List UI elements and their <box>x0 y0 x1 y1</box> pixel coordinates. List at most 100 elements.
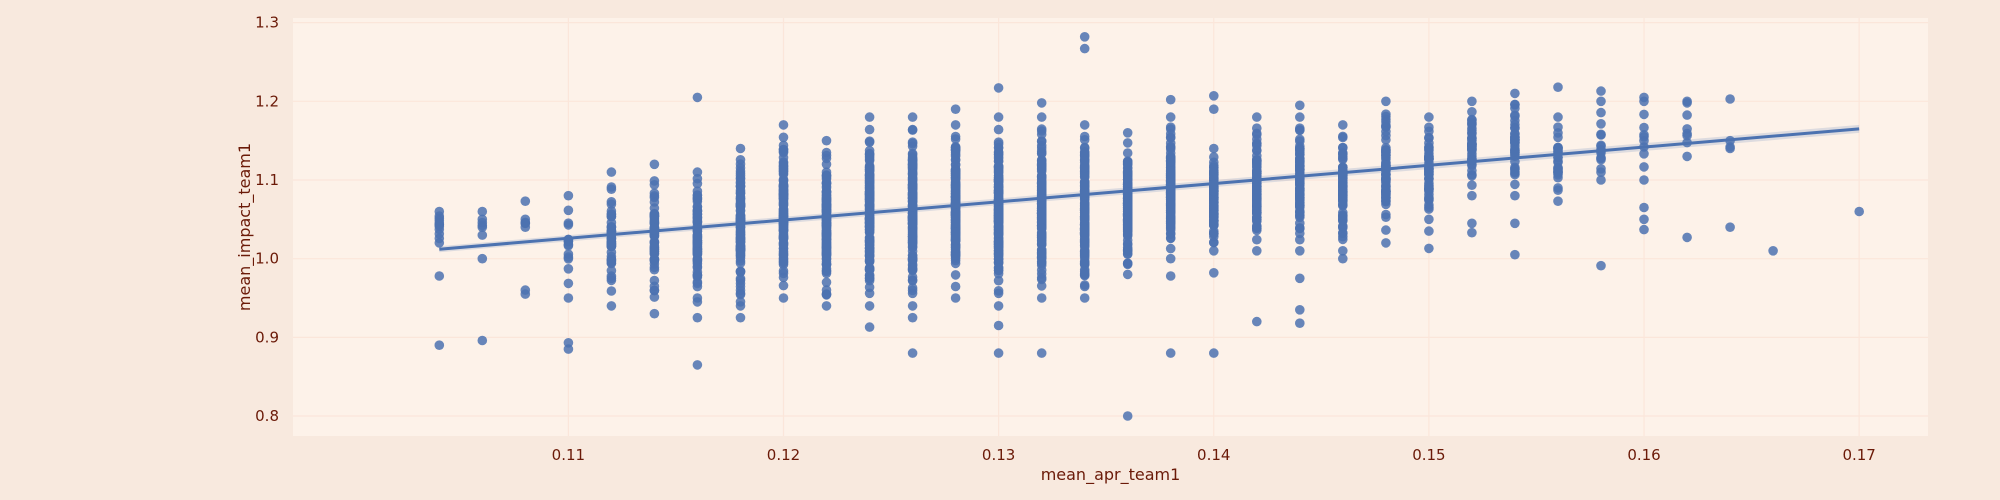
data-point <box>778 146 789 157</box>
data-point <box>1079 120 1090 130</box>
data-point <box>735 248 746 259</box>
data-point <box>735 143 746 154</box>
data-point <box>1424 126 1434 137</box>
data-point <box>606 255 617 266</box>
data-point <box>735 205 746 216</box>
data-point <box>477 335 488 346</box>
data-point <box>907 237 918 247</box>
data-point <box>1036 293 1047 303</box>
data-point <box>821 239 832 249</box>
data-point <box>1295 305 1305 315</box>
y-tick-label: 1.2 <box>255 92 279 110</box>
plot-area <box>293 18 1928 436</box>
data-point <box>563 278 574 289</box>
data-point <box>606 301 617 311</box>
data-point <box>1165 253 1176 264</box>
data-point <box>1467 123 1477 133</box>
x-tick-label: 0.16 <box>1627 446 1660 464</box>
data-point <box>692 235 703 246</box>
data-point <box>1553 185 1563 195</box>
data-point <box>864 233 875 243</box>
data-point <box>606 234 617 244</box>
data-point <box>1381 238 1391 248</box>
data-point <box>1252 184 1262 194</box>
data-point <box>1424 133 1434 143</box>
data-point <box>993 348 1004 358</box>
data-point <box>1725 222 1735 232</box>
data-point <box>993 175 1004 186</box>
data-point <box>1079 227 1090 238</box>
data-point <box>1079 266 1090 277</box>
data-point <box>1467 180 1477 190</box>
data-point <box>1165 133 1176 143</box>
data-point <box>1079 177 1090 187</box>
data-point <box>907 264 918 275</box>
data-point <box>1295 100 1305 111</box>
data-point <box>1381 150 1391 161</box>
data-point <box>563 252 574 262</box>
data-point <box>993 83 1004 93</box>
data-point <box>1381 225 1391 235</box>
data-point <box>1209 268 1219 278</box>
data-point <box>1682 151 1692 162</box>
data-point <box>1122 206 1133 216</box>
y-tick-label: 1.3 <box>255 14 279 32</box>
data-point <box>950 120 961 130</box>
data-point <box>606 167 617 177</box>
data-point <box>821 181 832 192</box>
data-point <box>520 218 531 228</box>
data-point <box>1079 280 1090 290</box>
data-point <box>907 183 918 193</box>
data-point <box>907 159 918 169</box>
data-point <box>821 135 832 146</box>
data-point <box>1467 227 1477 238</box>
data-point <box>993 243 1004 253</box>
data-point <box>1639 162 1649 172</box>
data-point <box>1122 174 1133 185</box>
data-point <box>477 206 488 217</box>
data-point <box>1295 246 1305 256</box>
data-point <box>1725 94 1735 104</box>
data-point <box>1639 224 1649 235</box>
data-point <box>1122 148 1133 158</box>
data-point <box>821 219 832 230</box>
data-point <box>649 308 660 319</box>
data-point <box>1252 166 1262 176</box>
data-point <box>606 184 617 194</box>
data-point <box>1467 218 1477 229</box>
data-point <box>821 199 832 209</box>
data-point <box>477 220 488 231</box>
data-point <box>864 153 875 163</box>
data-point <box>1252 316 1262 327</box>
data-point <box>821 150 832 161</box>
data-point <box>821 226 832 236</box>
data-point <box>649 211 660 221</box>
data-point <box>1467 190 1477 201</box>
data-point <box>649 159 660 170</box>
data-point <box>434 271 445 281</box>
data-point <box>1510 128 1520 139</box>
data-point <box>1079 169 1090 180</box>
data-point <box>563 218 574 228</box>
data-point <box>692 247 703 257</box>
data-point <box>1639 109 1649 120</box>
data-point <box>1596 96 1606 107</box>
data-point <box>649 203 660 213</box>
data-point <box>1165 271 1176 281</box>
data-point <box>1553 82 1563 92</box>
data-point <box>692 167 703 177</box>
data-point <box>735 226 746 237</box>
data-point <box>735 170 746 181</box>
data-point <box>778 207 789 218</box>
data-point <box>1122 128 1133 138</box>
data-point <box>1036 140 1047 151</box>
data-point <box>1639 92 1649 103</box>
data-point <box>778 198 789 209</box>
data-point <box>1036 98 1047 108</box>
data-point <box>1467 144 1477 155</box>
data-point <box>1596 167 1606 177</box>
data-point <box>1510 179 1520 190</box>
data-point <box>1036 112 1047 122</box>
data-point <box>950 281 961 292</box>
data-point <box>778 164 789 175</box>
